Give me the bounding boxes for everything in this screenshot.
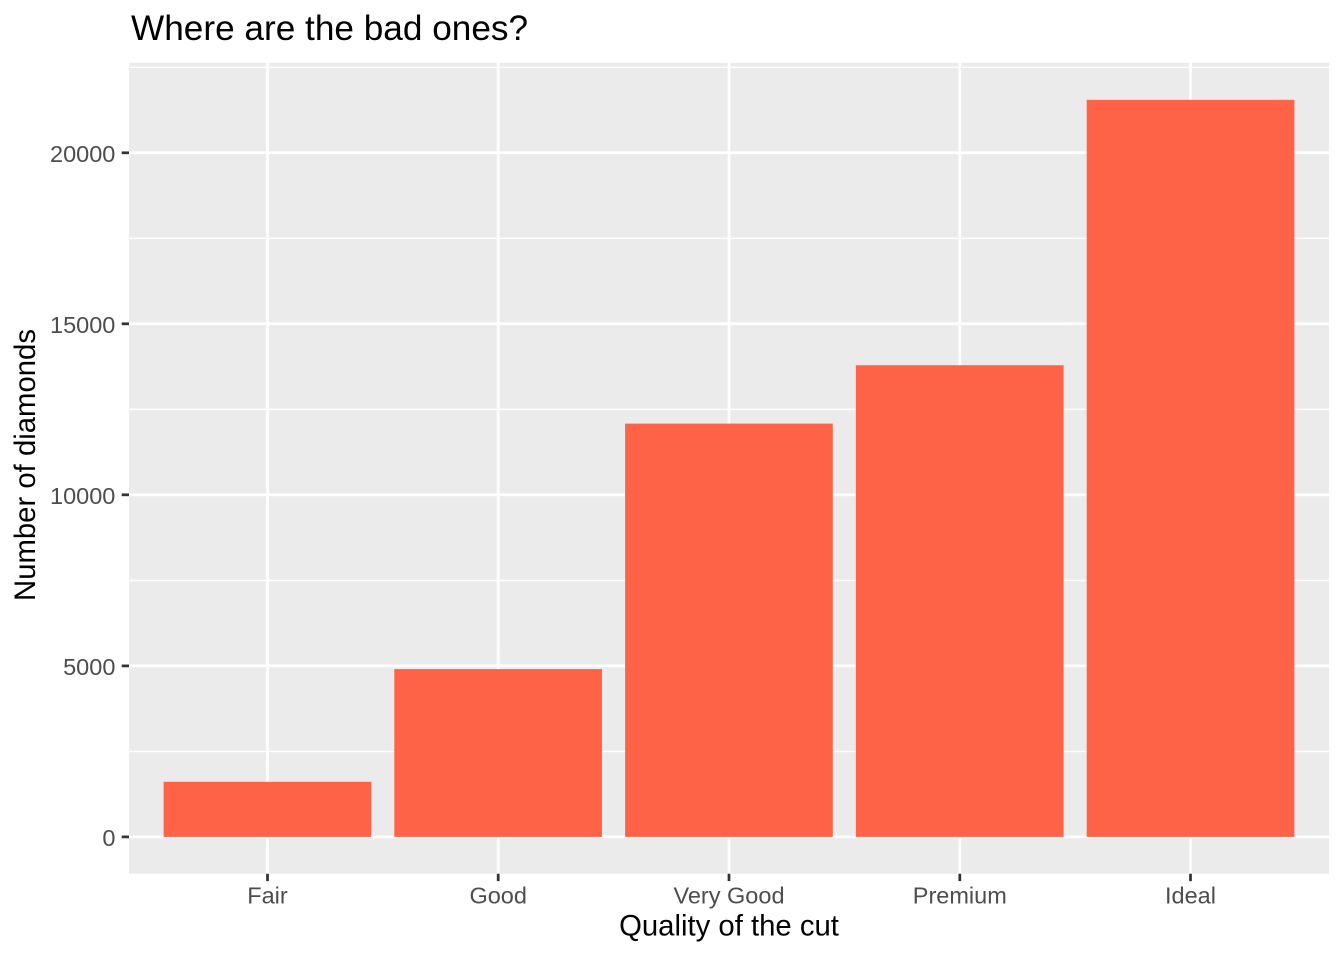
svg-text:5000: 5000 [63, 654, 115, 680]
svg-text:10000: 10000 [50, 483, 115, 509]
svg-text:Fair: Fair [247, 883, 288, 909]
svg-text:0: 0 [102, 825, 115, 851]
svg-text:20000: 20000 [50, 141, 115, 167]
svg-text:Ideal: Ideal [1165, 883, 1216, 909]
svg-text:Where are the bad ones?: Where are the bad ones? [131, 9, 528, 48]
svg-text:Quality of the cut: Quality of the cut [619, 909, 839, 942]
svg-text:15000: 15000 [50, 312, 115, 338]
svg-text:Good: Good [469, 883, 527, 909]
svg-text:Premium: Premium [913, 883, 1007, 909]
svg-text:Very Good: Very Good [673, 883, 784, 909]
svg-text:Number of diamonds: Number of diamonds [9, 329, 42, 601]
